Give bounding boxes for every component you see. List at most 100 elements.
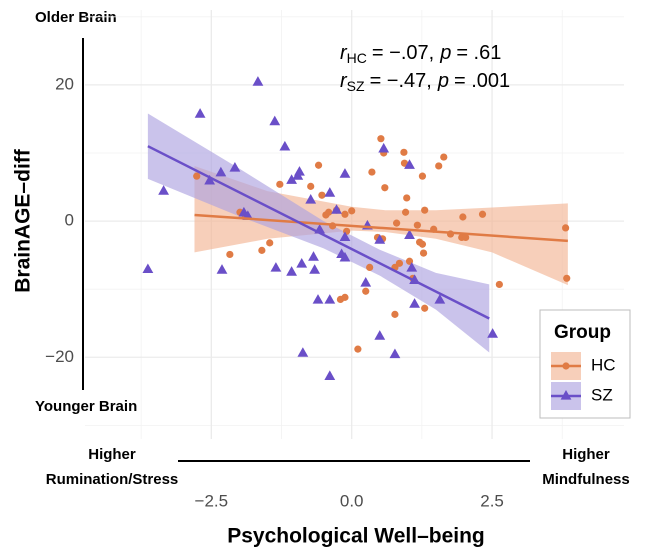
point (354, 345, 362, 353)
point (362, 287, 370, 295)
regression-line (147, 145, 490, 320)
point (401, 208, 410, 216)
point (276, 180, 284, 188)
point (434, 294, 446, 304)
point (331, 204, 342, 214)
y-tick-label: 0 (65, 211, 74, 230)
legend-key-marker (562, 362, 570, 370)
younger-brain-label: Younger Brain (35, 398, 137, 415)
point (324, 294, 336, 304)
point (440, 153, 448, 161)
right-note: Mindfulness (542, 471, 630, 488)
point (279, 140, 291, 151)
r-value: = −.47, (370, 70, 432, 92)
point (324, 187, 336, 197)
group-subscript: HC (347, 50, 367, 66)
point (339, 231, 351, 242)
point (294, 166, 305, 176)
point (381, 184, 389, 192)
point (266, 239, 274, 247)
y-axis-title: BrainAGE–diff (12, 148, 35, 293)
point (495, 280, 503, 289)
y-tick-label: 20 (55, 74, 74, 93)
point (142, 263, 154, 274)
point (377, 135, 385, 143)
point (308, 251, 319, 261)
point (409, 298, 420, 308)
point (314, 161, 323, 169)
right-note: Higher (562, 446, 610, 463)
point (478, 210, 487, 218)
point (404, 229, 415, 239)
point (487, 328, 499, 338)
point (194, 108, 206, 118)
point (307, 182, 315, 190)
point (296, 257, 308, 268)
point (418, 240, 427, 248)
point (269, 115, 281, 126)
point (419, 249, 428, 257)
point (305, 193, 317, 204)
point (252, 76, 264, 86)
point (368, 168, 376, 176)
marks (142, 76, 571, 380)
point (193, 172, 201, 180)
p-value: = .001 (454, 70, 510, 92)
x-tick-label: −2.5 (195, 491, 229, 510)
point (562, 224, 570, 232)
stat-text: rHC = −.07, p = .61 (340, 42, 501, 65)
point (378, 142, 390, 153)
legend-title: Group (554, 322, 611, 343)
confidence-band (194, 165, 568, 286)
r-symbol: r (340, 70, 348, 92)
point (413, 221, 421, 229)
point (270, 262, 282, 272)
point (360, 277, 372, 287)
point (421, 206, 429, 214)
point (400, 148, 408, 156)
r-value: = −.07, (372, 42, 434, 64)
point (216, 264, 228, 274)
point (339, 168, 351, 178)
point (374, 330, 386, 340)
x-tick-label: 0.0 (340, 491, 364, 510)
p-symbol: p (437, 70, 449, 92)
x-axis-title: Psychological Well–being (227, 525, 485, 548)
point (348, 207, 356, 215)
point (459, 213, 467, 221)
point (318, 191, 326, 199)
point (418, 172, 427, 180)
group-subscript: SZ (347, 78, 365, 94)
point (341, 293, 349, 301)
x-tick-label: 2.5 (480, 491, 504, 510)
point (403, 194, 411, 202)
point (215, 166, 227, 177)
p-value: = .61 (456, 42, 501, 64)
point (395, 259, 404, 267)
point (339, 251, 351, 262)
point (325, 208, 333, 216)
point (374, 234, 386, 244)
p-symbol: p (439, 42, 451, 64)
point (435, 162, 443, 170)
point (406, 262, 418, 272)
point (341, 210, 349, 218)
legend-label: SZ (591, 385, 613, 404)
point (366, 263, 374, 271)
point (312, 294, 324, 304)
point (286, 174, 298, 184)
point (286, 266, 298, 276)
point (229, 161, 241, 172)
point (258, 246, 266, 254)
point (563, 274, 571, 282)
point (421, 304, 429, 312)
older-brain-label: Older Brain (35, 9, 117, 26)
point (297, 347, 309, 357)
point (324, 370, 336, 380)
r-symbol: r (340, 42, 348, 64)
point (204, 174, 216, 185)
point (404, 159, 415, 169)
regression-line (194, 213, 568, 243)
